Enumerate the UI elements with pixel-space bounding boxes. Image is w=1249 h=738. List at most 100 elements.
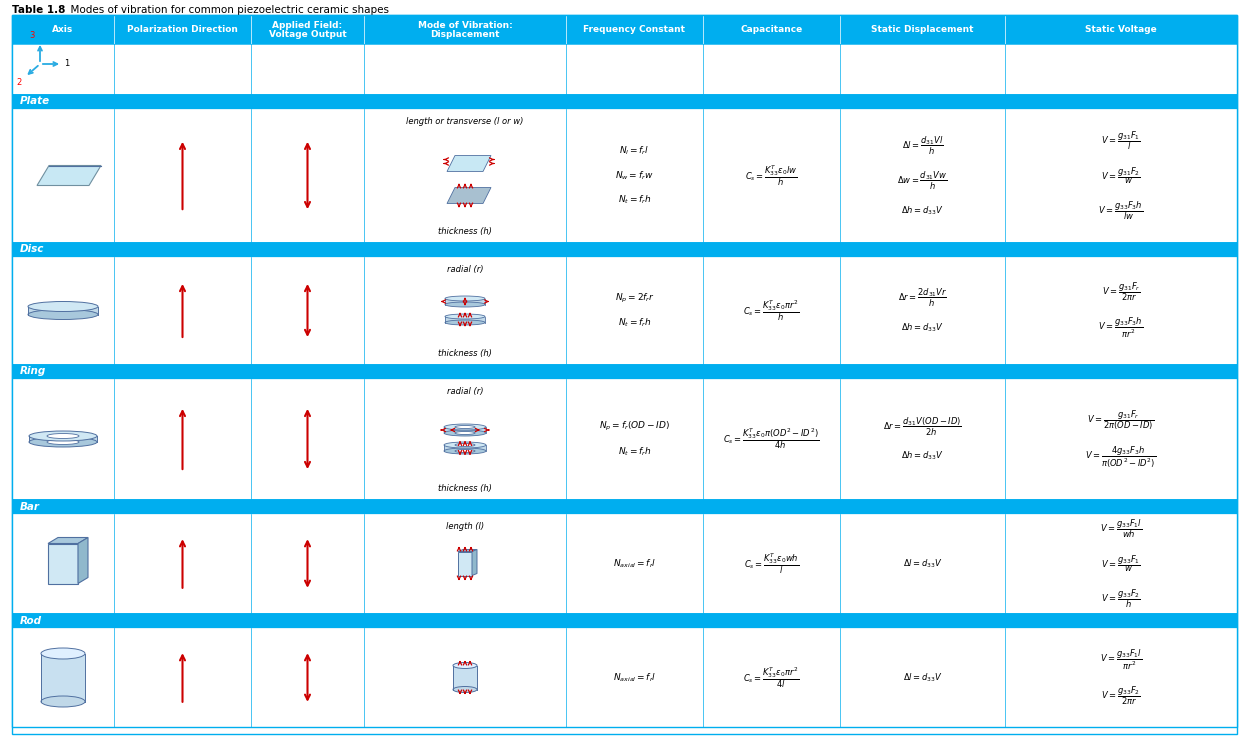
- Text: $N_{axial} = f_r l$: $N_{axial} = f_r l$: [613, 672, 656, 683]
- Polygon shape: [472, 550, 477, 576]
- Text: Ring: Ring: [20, 367, 46, 376]
- Text: $N_{axial} = f_r l$: $N_{axial} = f_r l$: [613, 557, 656, 570]
- Ellipse shape: [443, 430, 486, 436]
- Text: $V = \dfrac{g_{33}F_1 l}{\pi r^2}$

$V = \dfrac{g_{33}F_2}{2\pi r}$: $V = \dfrac{g_{33}F_1 l}{\pi r^2}$ $V = …: [1100, 647, 1142, 708]
- Text: length (l): length (l): [446, 522, 485, 531]
- Text: $C_s = \dfrac{K^T_{33}\varepsilon_0\pi r^2}{4l}$: $C_s = \dfrac{K^T_{33}\varepsilon_0\pi r…: [743, 665, 799, 690]
- Text: 3: 3: [30, 31, 35, 40]
- Text: Plate: Plate: [20, 97, 50, 106]
- Ellipse shape: [445, 314, 485, 319]
- Bar: [27, 306, 97, 314]
- Bar: [12, 242, 1237, 257]
- Text: $C_s = \dfrac{K^T_{33}\varepsilon_0 wh}{l}$: $C_s = \dfrac{K^T_{33}\varepsilon_0 wh}{…: [744, 551, 799, 576]
- Text: thickness (h): thickness (h): [438, 484, 492, 493]
- Bar: [12, 94, 1237, 109]
- Ellipse shape: [445, 296, 485, 301]
- Text: Static Voltage: Static Voltage: [1085, 25, 1157, 34]
- Ellipse shape: [455, 432, 475, 435]
- Text: Applied Field:: Applied Field:: [272, 21, 342, 30]
- Bar: [445, 298, 485, 305]
- Bar: [12, 364, 1237, 379]
- Bar: [41, 654, 85, 702]
- Bar: [453, 666, 477, 689]
- Bar: [443, 427, 486, 433]
- Text: $V = \dfrac{g_{31}F_r}{2\pi(OD-ID)}$

$V = \dfrac{4g_{33}F_3 h}{\pi(OD^2-ID^2)}$: $V = \dfrac{g_{31}F_r}{2\pi(OD-ID)}$ $V …: [1085, 408, 1157, 470]
- Text: $N_p = 2f_r r$

$N_t = f_r h$: $N_p = 2f_r r$ $N_t = f_r h$: [615, 292, 654, 329]
- Text: Static Displacement: Static Displacement: [872, 25, 974, 34]
- Ellipse shape: [41, 648, 85, 659]
- Ellipse shape: [443, 442, 486, 448]
- Text: $\Delta r = \dfrac{2d_{31}Vr}{h}$

$\Delta h = d_{33}V$: $\Delta r = \dfrac{2d_{31}Vr}{h}$ $\Delt…: [898, 287, 947, 334]
- Text: Displacement: Displacement: [430, 30, 500, 39]
- Text: $C_s = \dfrac{K^T_{33}\varepsilon_0 \pi r^2}{h}$: $C_s = \dfrac{K^T_{33}\varepsilon_0 \pi …: [743, 298, 799, 323]
- Ellipse shape: [455, 449, 475, 452]
- Ellipse shape: [29, 431, 97, 441]
- Ellipse shape: [41, 696, 85, 707]
- Text: radial (r): radial (r): [447, 387, 483, 396]
- Ellipse shape: [47, 440, 79, 444]
- Bar: [12, 257, 1237, 364]
- Text: Mode of Vibration:: Mode of Vibration:: [417, 21, 512, 30]
- Polygon shape: [458, 550, 477, 551]
- Text: $C_s = \dfrac{K^T_{33}\varepsilon_0\pi(OD^2-ID^2)}{4h}$: $C_s = \dfrac{K^T_{33}\varepsilon_0\pi(O…: [723, 427, 819, 451]
- Text: radial (r): radial (r): [447, 265, 483, 274]
- Text: Polarization Direction: Polarization Direction: [127, 25, 239, 34]
- Text: $V = \dfrac{g_{31}F_1}{l}$

$V = \dfrac{g_{31}F_2}{w}$

$V = \dfrac{g_{33}F_3 h}: $V = \dfrac{g_{31}F_1}{l}$ $V = \dfrac{g…: [1098, 129, 1144, 221]
- Bar: [12, 44, 1237, 94]
- Text: $N_l = f_r l$

$N_w = f_r w$

$N_t = f_r h$: $N_l = f_r l$ $N_w = f_r w$ $N_t = f_r h…: [616, 145, 653, 207]
- Ellipse shape: [455, 426, 475, 429]
- Bar: [12, 379, 1237, 499]
- Bar: [47, 436, 79, 442]
- Text: Bar: Bar: [20, 502, 40, 511]
- Text: $C_s = \dfrac{K^T_{33}\varepsilon_0 lw}{h}$: $C_s = \dfrac{K^T_{33}\varepsilon_0 lw}{…: [746, 163, 798, 187]
- Polygon shape: [37, 165, 101, 185]
- Polygon shape: [77, 537, 87, 584]
- Ellipse shape: [443, 424, 486, 430]
- Text: Capacitance: Capacitance: [741, 25, 803, 34]
- Ellipse shape: [443, 448, 486, 454]
- Text: Table 1.8: Table 1.8: [12, 5, 65, 15]
- Text: $V = \dfrac{g_{33}F_1 l}{wh}$

$V = \dfrac{g_{33}F_1}{w}$

$V = \dfrac{g_{33}F_2: $V = \dfrac{g_{33}F_1 l}{wh}$ $V = \dfra…: [1100, 517, 1142, 610]
- Text: 2: 2: [16, 78, 22, 87]
- Bar: [12, 628, 1237, 727]
- Polygon shape: [47, 543, 77, 584]
- Polygon shape: [447, 187, 491, 204]
- Text: Rod: Rod: [20, 615, 42, 626]
- Polygon shape: [47, 537, 87, 543]
- Text: $\Delta r = \dfrac{d_{31}V(OD-ID)}{2h}$

$\Delta h = d_{33}V$: $\Delta r = \dfrac{d_{31}V(OD-ID)}{2h}$ …: [883, 415, 962, 463]
- Ellipse shape: [453, 663, 477, 669]
- Ellipse shape: [27, 309, 97, 320]
- Text: thickness (h): thickness (h): [438, 227, 492, 236]
- Bar: [12, 613, 1237, 628]
- Bar: [455, 427, 475, 433]
- Ellipse shape: [47, 433, 79, 438]
- Bar: [445, 317, 485, 323]
- Text: $N_p = f_r(OD - ID)$

$N_t = f_r h$: $N_p = f_r(OD - ID)$ $N_t = f_r h$: [600, 420, 669, 458]
- Ellipse shape: [29, 437, 97, 447]
- Ellipse shape: [445, 320, 485, 325]
- Ellipse shape: [453, 686, 477, 692]
- Text: length or transverse (l or w): length or transverse (l or w): [406, 117, 523, 126]
- Bar: [12, 15, 1237, 44]
- Polygon shape: [458, 551, 472, 576]
- Bar: [443, 445, 486, 451]
- Text: thickness (h): thickness (h): [438, 349, 492, 358]
- Text: Disc: Disc: [20, 244, 45, 255]
- Bar: [455, 445, 475, 451]
- Text: Frequency Constant: Frequency Constant: [583, 25, 686, 34]
- Ellipse shape: [445, 302, 485, 307]
- Text: Voltage Output: Voltage Output: [269, 30, 346, 39]
- Text: $\Delta l = \dfrac{d_{31}Vl}{h}$

$\Delta w = \dfrac{d_{31}Vw}{h}$

$\Delta h = : $\Delta l = \dfrac{d_{31}Vl}{h}$ $\Delta…: [897, 134, 948, 216]
- Bar: [12, 499, 1237, 514]
- Bar: [12, 109, 1237, 242]
- Polygon shape: [447, 156, 491, 171]
- Text: 1: 1: [64, 60, 69, 69]
- Bar: [12, 514, 1237, 613]
- Text: Modes of vibration for common piezoelectric ceramic shapes: Modes of vibration for common piezoelect…: [64, 5, 388, 15]
- Text: $\Delta l = d_{33}V$: $\Delta l = d_{33}V$: [903, 672, 942, 683]
- Ellipse shape: [27, 302, 97, 311]
- Ellipse shape: [455, 444, 475, 446]
- Bar: [29, 436, 97, 442]
- Text: $\Delta l = d_{33}V$: $\Delta l = d_{33}V$: [903, 557, 942, 570]
- Text: Axis: Axis: [52, 25, 74, 34]
